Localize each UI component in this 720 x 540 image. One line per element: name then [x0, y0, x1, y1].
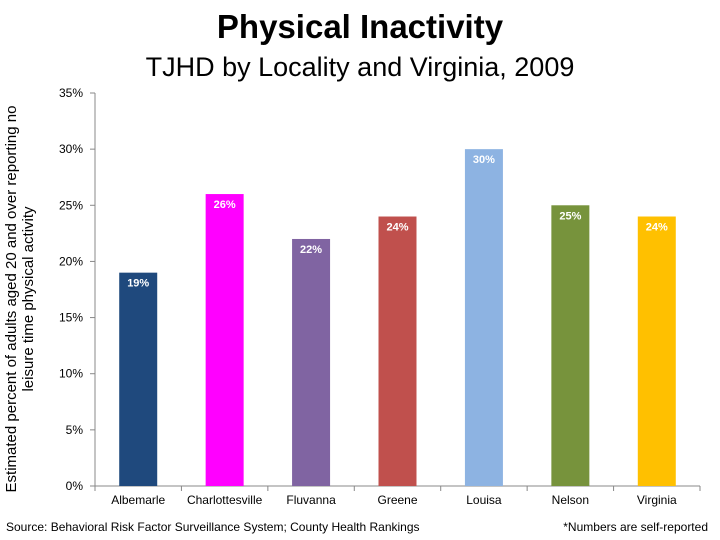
category-label-nelson: Nelson: [552, 493, 589, 507]
bar-albemarle: [119, 272, 158, 486]
chart-title: Physical Inactivity: [216, 8, 504, 45]
y-tick-label: 5%: [66, 423, 84, 437]
category-label-louisa: Louisa: [466, 493, 502, 507]
chart-category-labels: Albemarle Charlottesville Fluvanna Greene Lo…: [111, 493, 677, 507]
y-tick-label: 35%: [59, 86, 83, 100]
source-note: Source: Behavioral Risk Factor Surveilla…: [6, 520, 420, 534]
data-label-greene: 24%: [386, 222, 408, 234]
chart-bars: [119, 149, 676, 487]
bar-charlottesville: [205, 194, 244, 487]
chart-data-labels: 19% 26% 22% 24% 30% 25% 24%: [127, 154, 668, 290]
data-label-louisa: 30%: [473, 154, 495, 166]
y-tick-label: 15%: [59, 311, 83, 325]
chart-axes: 0% 5% 10% 15% 20% 25% 30% 35%: [59, 86, 701, 493]
data-label-virginia: 24%: [646, 222, 668, 234]
category-label-charlottesville: Charlottesville: [187, 493, 263, 507]
bar-fluvanna: [292, 238, 331, 486]
y-tick-label: 30%: [59, 142, 83, 156]
data-label-nelson: 25%: [559, 210, 581, 222]
y-tick-label: 20%: [59, 254, 83, 268]
chart-subtitle: TJHD by Locality and Virginia, 2009: [145, 52, 575, 82]
category-label-virginia: Virginia: [637, 493, 677, 507]
data-label-albemarle: 19%: [127, 278, 149, 290]
bar-greene: [378, 216, 417, 486]
category-label-fluvanna: Fluvanna: [286, 493, 336, 507]
bar-nelson: [551, 205, 590, 487]
y-tick-label: 0%: [66, 479, 84, 493]
category-label-albemarle: Albemarle: [111, 493, 165, 507]
data-label-fluvanna: 22%: [300, 244, 322, 256]
y-tick-label: 25%: [59, 198, 83, 212]
self-reported-note: *Numbers are self-reported: [563, 520, 708, 534]
y-tick-label: 10%: [59, 367, 83, 381]
bar-virginia: [637, 216, 676, 486]
category-label-greene: Greene: [377, 493, 417, 507]
data-label-charlottesville: 26%: [214, 199, 236, 211]
bar-louisa: [464, 149, 503, 486]
